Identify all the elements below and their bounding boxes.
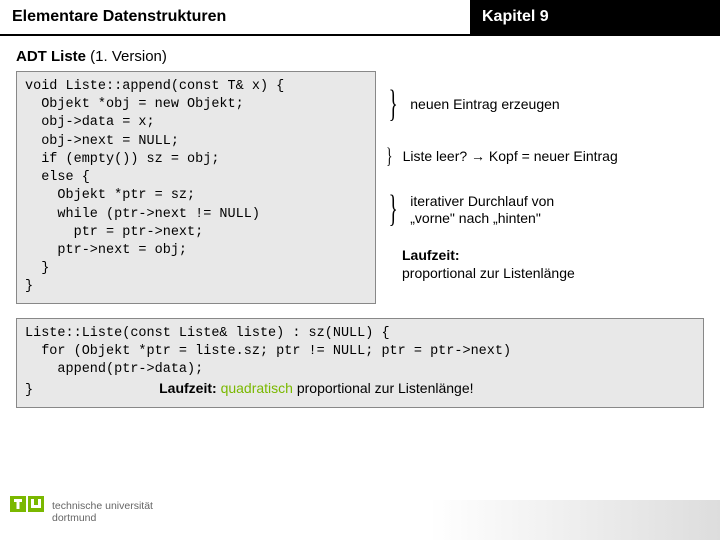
code2-runtime-label: Laufzeit: [159,380,220,396]
annotation-line2: „vorne" nach „hinten" [410,210,541,226]
subtitle: ADT Liste (1. Version) [16,48,704,65]
header-bar: Elementare Datenstrukturen Kapitel 9 [0,0,720,36]
annotation-text: iterativer Durchlauf von „vorne" nach „h… [410,193,554,227]
header-title-right: Kapitel 9 [470,0,720,34]
footer-gradient [430,500,720,540]
subtitle-rest: (1. Version) [86,48,167,65]
code2-l3: append(ptr->data); [25,362,203,377]
code2-runtime-green: quadratisch [221,380,293,396]
annotation-iterate: } iterativer Durchlauf von „vorne" nach … [384,193,554,227]
runtime-label: Laufzeit: [402,247,460,263]
code2-l4: } [25,383,33,398]
footer: technische universität dortmund [10,496,153,530]
annotation-runtime: Laufzeit: proportional zur Listenlänge [402,247,575,282]
annotation-new-entry: } neuen Eintrag erzeugen [384,93,560,116]
code-block-constructor: Liste::Liste(const Liste& liste) : sz(NU… [16,318,704,408]
header-title-left: Elementare Datenstrukturen [0,0,470,34]
footer-line2: dortmund [52,512,96,524]
annotation-text: Liste leer? → Kopf = neuer Eintrag [403,148,618,165]
subtitle-bold: ADT Liste [16,48,86,65]
code2-l1: Liste::Liste(const Liste& liste) : sz(NU… [25,326,390,341]
annotation-empty-list: } Liste leer? → Kopf = neuer Eintrag [384,145,618,167]
footer-line1: technische universität [52,500,153,512]
runtime-text: proportional zur Listenlänge [402,265,575,281]
curly-brace-icon: } [389,198,398,221]
curly-brace-icon: } [389,93,398,116]
annotations-column: } neuen Eintrag erzeugen } Liste leer? →… [376,71,704,304]
annotation-text: neuen Eintrag erzeugen [410,96,559,113]
curly-brace-icon: } [386,145,392,167]
code2-runtime-rest: proportional zur Listenlänge! [293,380,474,396]
content-area: ADT Liste (1. Version) void Liste::appen… [0,36,720,408]
footer-text: technische universität dortmund [52,501,153,524]
code2-l2: for (Objekt *ptr = liste.sz; ptr != NULL… [25,344,511,359]
code-block-append: void Liste::append(const T& x) { Objekt … [16,71,376,304]
annotation-line1: iterativer Durchlauf von [410,193,554,209]
code2-runtime: Laufzeit: quadratisch proportional zur L… [159,379,473,398]
row-code-annotations: void Liste::append(const T& x) { Objekt … [16,71,704,304]
tu-dortmund-logo-icon [10,496,44,530]
